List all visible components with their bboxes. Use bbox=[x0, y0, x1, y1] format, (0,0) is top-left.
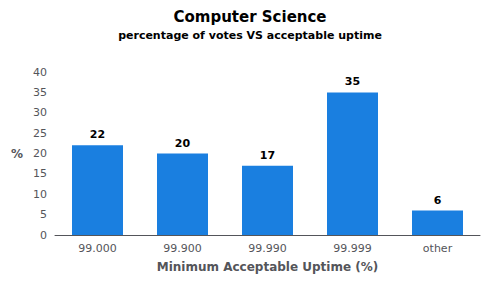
svg-text:99.900: 99.900 bbox=[163, 242, 202, 255]
svg-text:5: 5 bbox=[40, 208, 47, 221]
svg-text:15: 15 bbox=[33, 167, 47, 180]
svg-text:40: 40 bbox=[33, 66, 47, 79]
svg-text:20: 20 bbox=[175, 137, 191, 150]
svg-text:30: 30 bbox=[33, 106, 47, 119]
svg-text:35: 35 bbox=[345, 75, 360, 88]
svg-text:%: % bbox=[11, 147, 23, 161]
svg-text:percentage of votes VS accepta: percentage of votes VS acceptable uptime bbox=[118, 29, 382, 42]
svg-text:25: 25 bbox=[33, 127, 47, 140]
svg-text:6: 6 bbox=[434, 194, 442, 207]
svg-text:99.999: 99.999 bbox=[333, 242, 372, 255]
svg-text:Computer Science: Computer Science bbox=[173, 8, 326, 26]
svg-text:20: 20 bbox=[33, 147, 47, 160]
svg-text:99.000: 99.000 bbox=[78, 242, 117, 255]
svg-text:10: 10 bbox=[33, 188, 47, 201]
svg-text:17: 17 bbox=[260, 149, 275, 162]
svg-text:Minimum Acceptable Uptime (%): Minimum Acceptable Uptime (%) bbox=[157, 260, 379, 274]
svg-text:other: other bbox=[423, 242, 453, 255]
svg-text:99.990: 99.990 bbox=[248, 242, 287, 255]
svg-text:0: 0 bbox=[40, 229, 47, 242]
svg-text:22: 22 bbox=[90, 128, 105, 141]
svg-text:35: 35 bbox=[33, 86, 47, 99]
